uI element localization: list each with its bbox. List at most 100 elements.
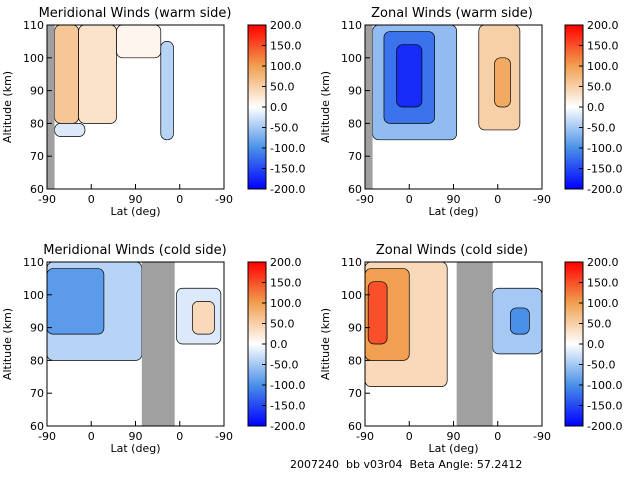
- colorbar-tick-label: -150.0: [270, 400, 305, 413]
- chart-title: Zonal Winds (warm side): [371, 6, 533, 21]
- colorbar-tick-label: -200.0: [270, 420, 305, 433]
- footer-beta-value: 57.2412: [476, 458, 523, 471]
- colorbar-tick-label: 100.0: [587, 60, 619, 73]
- colorbar-tick-label: -150.0: [270, 163, 305, 176]
- y-tick-label: 70: [30, 150, 44, 163]
- x-tick-label: 0: [88, 430, 95, 443]
- y-axis-label: Altitude (km): [319, 308, 332, 380]
- x-tick-label: -90: [356, 193, 374, 206]
- x-tick-label: 90: [447, 193, 461, 206]
- colorbar-tick-label: 200.0: [270, 256, 302, 269]
- colorbar-tick-label: 50.0: [587, 81, 612, 94]
- x-tick-label: -90: [215, 430, 233, 443]
- y-tick-label: 100: [23, 52, 44, 65]
- panel-4: Zonal Winds (cold side) 60 70 80 90 100 110 -90…: [319, 243, 622, 455]
- footer-date-code: 2007240: [290, 458, 339, 471]
- colorbar-tick-label: 200.0: [270, 19, 302, 32]
- colorbar-tick-label: 150.0: [270, 40, 302, 53]
- x-axis-label: Lat (deg): [111, 205, 161, 218]
- contour-region: [396, 44, 423, 108]
- colorbar-tick-label: 150.0: [587, 277, 619, 290]
- colorbar-tick-label: -150.0: [587, 400, 622, 413]
- y-tick-label: 70: [348, 150, 362, 163]
- colorbar-tick-label: 0.0: [587, 338, 605, 351]
- x-tick-label: 0: [406, 193, 413, 206]
- x-axis-label: Lat (deg): [429, 442, 479, 455]
- colorbar-tick-label: 50.0: [587, 318, 612, 331]
- x-tick-label: -90: [533, 430, 551, 443]
- y-tick-label: 90: [348, 85, 362, 98]
- y-tick-label: 110: [341, 19, 362, 32]
- colorbar-tick-label: 200.0: [587, 19, 619, 32]
- contour-region: [78, 24, 117, 124]
- chart-title: Zonal Winds (cold side): [376, 243, 528, 258]
- y-tick-label: 80: [30, 354, 44, 367]
- colorbar-tick-label: 150.0: [587, 40, 619, 53]
- y-tick-label: 90: [30, 322, 44, 335]
- footer-info: 2007240 bb v03r04 Beta Angle: 57.2412: [290, 458, 522, 471]
- x-tick-label: 90: [129, 430, 143, 443]
- y-tick-label: 60: [348, 183, 362, 196]
- colorbar-tick-label: 100.0: [270, 60, 302, 73]
- colorbar-tick-label: -200.0: [587, 420, 622, 433]
- colorbar-tick-label: -50.0: [587, 122, 615, 135]
- x-axis-label: Lat (deg): [429, 205, 479, 218]
- y-tick-label: 80: [30, 117, 44, 130]
- y-tick-label: 110: [341, 256, 362, 269]
- y-tick-label: 110: [23, 19, 44, 32]
- contour-region: [54, 24, 79, 124]
- x-tick-label: 0: [176, 430, 183, 443]
- y-tick-label: 80: [348, 354, 362, 367]
- colorbar-tick-label: 150.0: [270, 277, 302, 290]
- colorbar-tick-label: 100.0: [587, 297, 619, 310]
- colorbar-tick-label: 200.0: [587, 256, 619, 269]
- panel-1: Meridional Winds (warm side) 60 70 80 90 100 1…: [1, 6, 305, 218]
- y-tick-label: 70: [30, 387, 44, 400]
- chart-title: Meridional Winds (warm side): [39, 6, 232, 21]
- colorbar-tick-label: 0.0: [270, 338, 288, 351]
- colorbar-tick-label: -100.0: [587, 142, 622, 155]
- contour-region: [160, 41, 174, 141]
- footer-version: v03r04: [363, 458, 403, 471]
- contour-region: [510, 307, 530, 335]
- colorbar-tick-label: 50.0: [270, 318, 295, 331]
- x-tick-label: -90: [38, 193, 56, 206]
- panel-2: Zonal Winds (warm side) 60 70 80 90 100 110 -90…: [319, 6, 622, 218]
- y-tick-label: 70: [348, 387, 362, 400]
- y-tick-label: 110: [23, 256, 44, 269]
- x-tick-label: 90: [447, 430, 461, 443]
- panel-3: Meridional Winds (cold side) 60 70 80 90 100 1…: [1, 243, 305, 455]
- colorbar-tick-label: 100.0: [270, 297, 302, 310]
- x-tick-label: -90: [356, 430, 374, 443]
- contour-region: [116, 24, 162, 59]
- colorbar-tick-label: 50.0: [270, 81, 295, 94]
- x-tick-label: -90: [38, 430, 56, 443]
- y-tick-label: 60: [30, 420, 44, 433]
- colorbar-tick-label: -100.0: [270, 379, 305, 392]
- y-tick-label: 60: [348, 420, 362, 433]
- y-tick-label: 80: [348, 117, 362, 130]
- y-tick-label: 90: [30, 85, 44, 98]
- colorbar-tick-label: 0.0: [587, 101, 605, 114]
- y-tick-label: 100: [341, 52, 362, 65]
- contour-region: [192, 301, 215, 335]
- no-data-band: [456, 262, 493, 426]
- y-tick-label: 100: [341, 289, 362, 302]
- x-tick-label: -90: [533, 193, 551, 206]
- x-tick-label: 0: [88, 193, 95, 206]
- colorbar-tick-label: -50.0: [270, 122, 298, 135]
- colorbar-tick-label: -100.0: [270, 142, 305, 155]
- x-tick-label: 0: [176, 193, 183, 206]
- footer-beta-label: Beta Angle:: [409, 458, 474, 471]
- no-data-band: [47, 25, 55, 189]
- x-axis-label: Lat (deg): [111, 442, 161, 455]
- x-tick-label: 0: [494, 430, 501, 443]
- colorbar-tick-label: 0.0: [270, 101, 288, 114]
- contour-region: [367, 281, 388, 345]
- colorbar-tick-label: -50.0: [270, 359, 298, 372]
- colorbar-tick-label: -150.0: [587, 163, 622, 176]
- colorbar-tick-label: -100.0: [587, 379, 622, 392]
- contour-region: [494, 57, 511, 108]
- footer-mode: bb: [346, 458, 360, 471]
